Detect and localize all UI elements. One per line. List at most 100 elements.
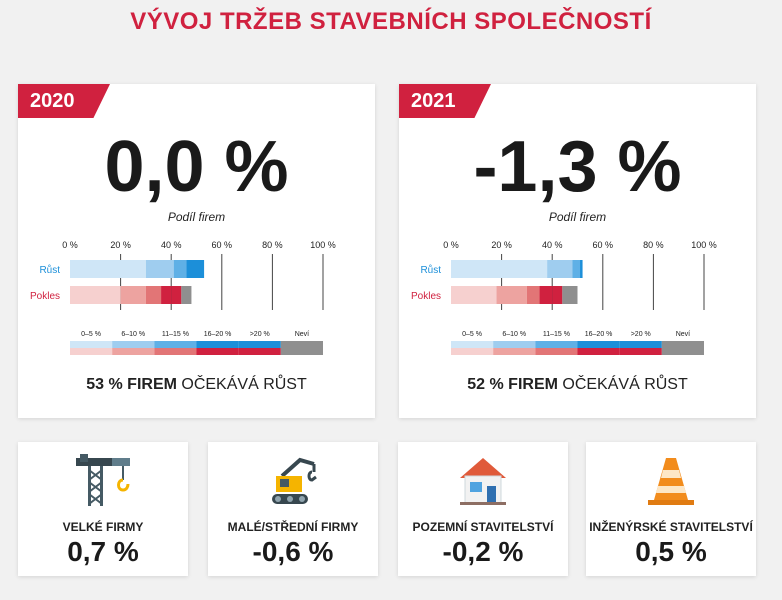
- bar-segment: [70, 260, 146, 278]
- category-label: MALÉ/STŘEDNÍ FIRMY: [227, 520, 359, 534]
- bar-segment: [145, 260, 174, 278]
- share-axis-label: Podíl firem: [548, 210, 607, 224]
- category-value: 0,5 %: [635, 536, 707, 567]
- growth-expectation-bold: 52 % FIREM: [467, 376, 558, 393]
- x-tick-label: 40 %: [542, 240, 563, 250]
- excavator-icon: [272, 457, 317, 504]
- row-label: Pokles: [411, 291, 441, 302]
- legend-swatch-pokles: [535, 348, 578, 355]
- page-title: VÝVOJ TRŽEB STAVEBNÍCH SPOLEČNOSTÍ: [130, 8, 652, 35]
- legend-label: 16–20 %: [585, 331, 613, 338]
- legend-swatch-pokles: [493, 348, 536, 355]
- year-tag: 2020: [18, 84, 110, 118]
- bar-segment: [526, 286, 540, 304]
- category-value: 0,7 %: [67, 536, 139, 567]
- legend-swatch-rust: [70, 341, 113, 348]
- row-label: Růst: [420, 264, 441, 276]
- legend-label: 6–10 %: [502, 331, 526, 338]
- bar-segment: [572, 260, 581, 278]
- x-tick-label: 80 %: [643, 240, 664, 250]
- x-tick-label: 80 %: [262, 240, 283, 250]
- row-label: Růst: [39, 264, 60, 276]
- legend-swatch-pokles: [196, 348, 239, 355]
- x-tick-label: 0 %: [62, 240, 78, 250]
- bar-segment: [562, 286, 578, 304]
- category-card-large-firms: VELKÉ FIRMY 0,7 %: [18, 442, 188, 576]
- category-card-small-medium-firms: MALÉ/STŘEDNÍ FIRMY -0,6 %: [208, 442, 378, 576]
- bar-segment: [120, 286, 146, 304]
- legend-label: 6–10 %: [121, 331, 145, 338]
- legend-swatch-pokles: [238, 348, 281, 355]
- x-tick-label: 0 %: [443, 240, 459, 250]
- legend-label: 16–20 %: [204, 331, 232, 338]
- category-card-civil-engineering: INŽENÝRSKÉ STAVITELSTVÍ 0,5 %: [586, 442, 756, 576]
- share-chart-2020: 0 % 20 % 40 % 60 % 80 % 100 % Růst Pokles 0–5 % 6…: [30, 240, 336, 355]
- x-tick-label: 20 %: [110, 240, 131, 250]
- category-card-building-construction: POZEMNÍ STAVITELSTVÍ -0,2 %: [398, 442, 568, 576]
- legend-swatch-pokles: [451, 348, 494, 355]
- x-tick-label: 100 %: [310, 240, 336, 250]
- x-tick-label: 100 %: [691, 240, 717, 250]
- bar-segment: [496, 286, 527, 304]
- growth-expectation-rest: OČEKÁVÁ RŮST: [557, 376, 688, 393]
- revenue-change-value: -1,3 %: [473, 127, 682, 207]
- bar-segment: [539, 286, 553, 304]
- house-icon: [460, 458, 506, 505]
- growth-expectation-rest: OČEKÁVÁ RŮST: [176, 376, 307, 393]
- category-label: INŽENÝRSKÉ STAVITELSTVÍ: [589, 520, 753, 534]
- bar-segment: [451, 286, 497, 304]
- category-label: VELKÉ FIRMY: [62, 520, 144, 534]
- year-tag: 2021: [399, 84, 491, 118]
- share-chart-2021: 0 % 20 % 40 % 60 % 80 % 100 % Růst Pokles 0–5 % 6…: [411, 240, 717, 355]
- x-tick-label: 40 %: [161, 240, 182, 250]
- growth-expectation-text: 52 % FIREM OČEKÁVÁ RŮST: [399, 376, 756, 394]
- legend-swatch-pokles: [154, 348, 197, 355]
- bar-segment: [171, 286, 182, 304]
- legend-label: Neví: [295, 331, 309, 338]
- legend-swatch-pokles: [70, 348, 113, 355]
- revenue-change-value: 0,0 %: [104, 127, 289, 207]
- legend-swatch-rust: [238, 341, 281, 348]
- year-card-2020: 2020 0,0 % Podíl firem 0 % 20 % 40 % 60 % 80…: [18, 84, 375, 418]
- legend-label: 11–15 %: [162, 331, 189, 338]
- bar-segment: [580, 260, 583, 278]
- legend-swatch-rust: [619, 341, 662, 348]
- legend-label: 0–5 %: [462, 331, 482, 338]
- traffic-cone-icon: [648, 458, 694, 505]
- legend-swatch-rust: [451, 341, 494, 348]
- legend-swatch-pokles: [619, 348, 662, 355]
- bar-segment: [451, 260, 548, 278]
- growth-expectation-bold: 53 % FIREM: [86, 376, 177, 393]
- legend-swatch-pokles: [112, 348, 155, 355]
- category-label: POZEMNÍ STAVITELSTVÍ: [412, 520, 554, 534]
- bar-segment: [161, 286, 172, 304]
- legend-label: 0–5 %: [81, 331, 101, 338]
- bar-segment: [70, 286, 121, 304]
- legend-swatch-rust: [577, 341, 620, 348]
- category-value: -0,2 %: [442, 536, 524, 567]
- legend-swatch-nevi: [280, 341, 323, 355]
- x-tick-label: 20 %: [491, 240, 512, 250]
- bar-segment: [145, 286, 162, 304]
- legend-label: 11–15 %: [543, 331, 570, 338]
- legend-label: Neví: [676, 331, 690, 338]
- legend-label: >20 %: [631, 331, 651, 338]
- category-value: -0,6 %: [252, 536, 334, 567]
- legend-swatch-rust: [535, 341, 578, 348]
- legend-swatch-rust: [112, 341, 155, 348]
- bar-segment: [547, 260, 573, 278]
- year-card-2021: 2021 -1,3 % Podíl firem 0 % 20 % 40 % 60 % 8…: [399, 84, 756, 418]
- legend-swatch-pokles: [577, 348, 620, 355]
- bar-segment: [181, 286, 192, 304]
- legend-swatch-nevi: [661, 341, 704, 355]
- crane-icon: [76, 454, 130, 506]
- bar-segment: [552, 286, 563, 304]
- legend-swatch-rust: [493, 341, 536, 348]
- legend-swatch-rust: [196, 341, 239, 348]
- row-label: Pokles: [30, 291, 60, 302]
- legend-label: >20 %: [250, 331, 270, 338]
- growth-expectation-text: 53 % FIREM OČEKÁVÁ RŮST: [18, 376, 375, 394]
- x-tick-label: 60 %: [593, 240, 614, 250]
- share-axis-label: Podíl firem: [167, 210, 226, 224]
- x-tick-label: 60 %: [212, 240, 233, 250]
